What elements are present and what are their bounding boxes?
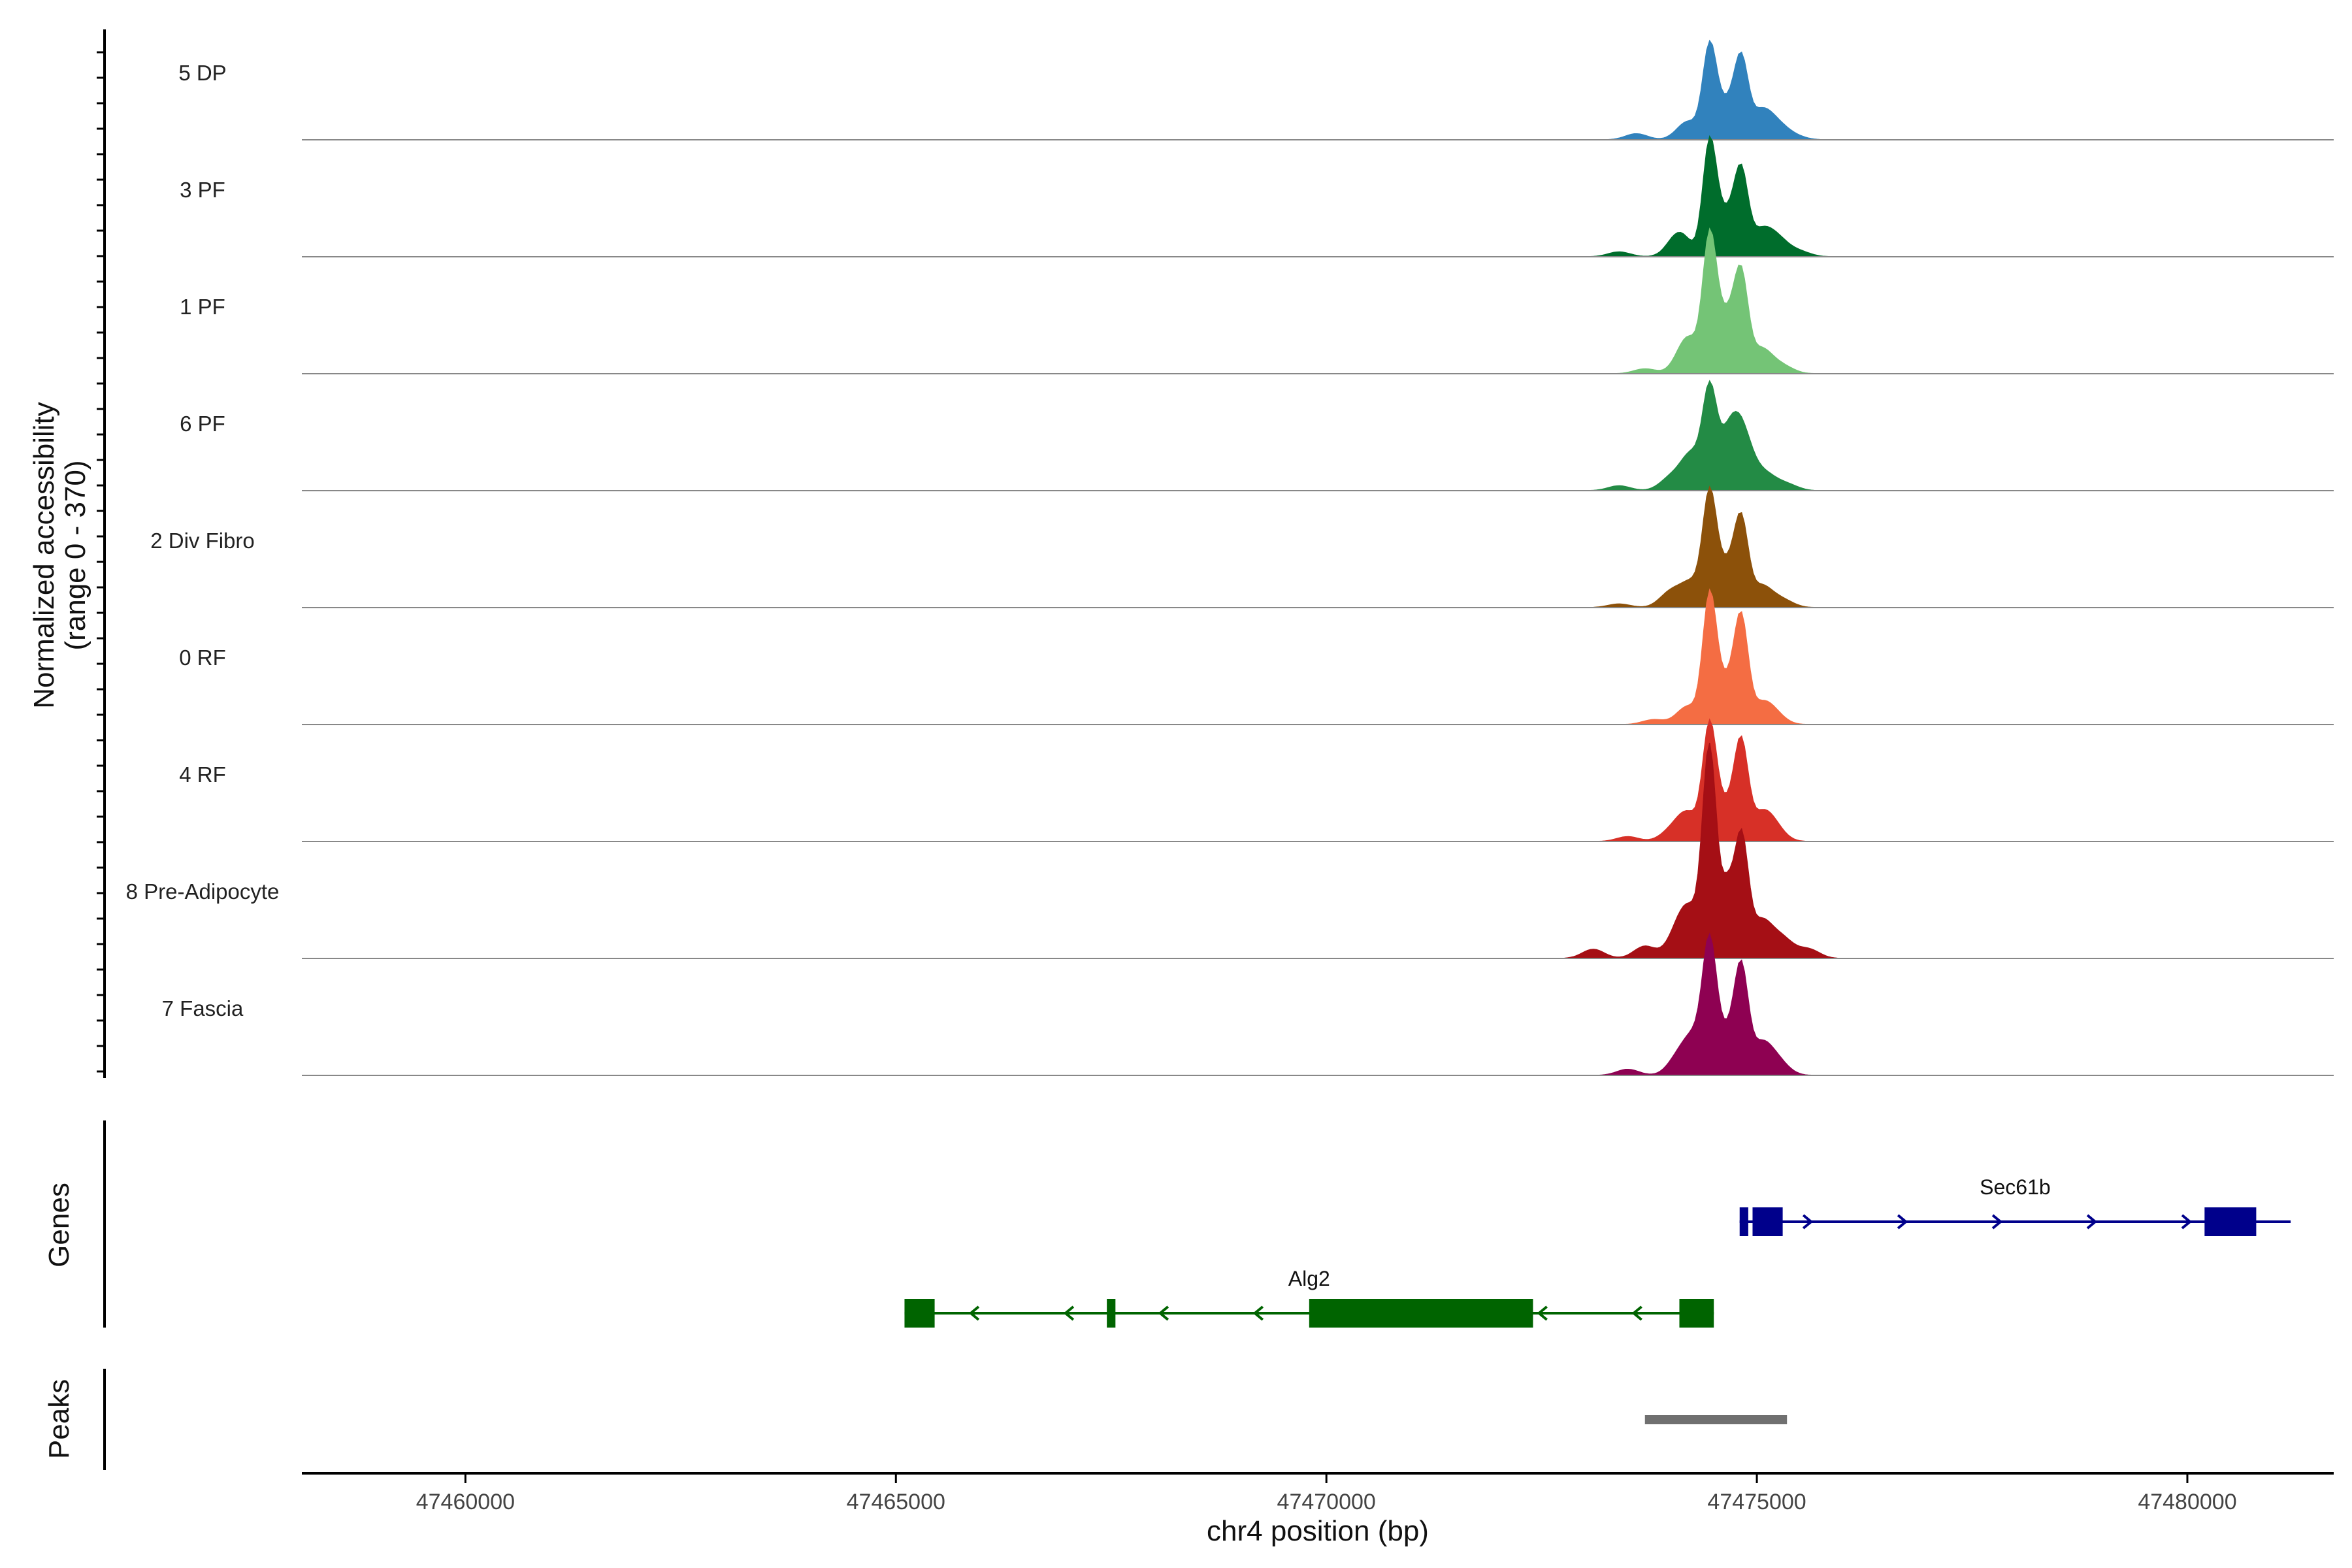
gene-exon — [904, 1299, 935, 1328]
track-1-pf: 1 PF — [180, 227, 2334, 374]
track-6-pf: 6 PF — [180, 380, 2334, 491]
track-4-rf: 4 RF — [179, 718, 2334, 842]
strand-arrow — [1252, 1305, 1264, 1321]
x-tick-label: 47470000 — [1277, 1490, 1376, 1514]
track-label: 6 PF — [180, 412, 225, 436]
x-tick-label: 47480000 — [2138, 1490, 2236, 1514]
strand-arrow — [968, 1305, 980, 1321]
peak-region-bar — [1644, 1415, 1788, 1424]
track-3-pf: 3 PF — [180, 135, 2334, 257]
track-label: 7 Fascia — [162, 996, 244, 1021]
gene-alg2: Alg2 — [904, 1267, 1714, 1328]
gene-sec61b: Sec61b — [1739, 1175, 2291, 1236]
track-label: 3 PF — [180, 178, 225, 202]
track-2-div-fibro: 2 Div Fibro — [150, 485, 2334, 608]
gene-name-label: Alg2 — [1288, 1267, 1330, 1290]
strand-arrow — [1631, 1305, 1642, 1321]
track-8-pre-adipocyte: 8 Pre-Adipocyte — [126, 742, 2334, 959]
gene-exon — [1752, 1207, 1783, 1236]
track-label: 1 PF — [180, 295, 225, 319]
gene-exon — [1739, 1207, 1748, 1236]
peak-regions — [1644, 1415, 1788, 1424]
coverage-tracks: 5 DP 3 PF 1 PF 6 PF 2 Div Fibro 0 RF 4 RF 8 Pre… — [126, 39, 2334, 1076]
strand-arrow — [1897, 1214, 1908, 1230]
y-axis-title: Normalized accessibility — [28, 402, 60, 708]
strand-arrow — [1537, 1305, 1548, 1321]
strand-arrow — [1158, 1305, 1169, 1321]
track-7-fascia: 7 Fascia — [162, 932, 2334, 1076]
gene-exon — [1309, 1299, 1533, 1328]
gene-exon — [2204, 1207, 2257, 1236]
gene-annotations: Sec61b Alg2 — [904, 1175, 2291, 1328]
strand-arrow — [2086, 1214, 2098, 1230]
strand-arrow — [2181, 1214, 2193, 1230]
strand-arrow — [1802, 1214, 1814, 1230]
gene-exon — [1679, 1299, 1714, 1328]
track-label: 2 Div Fibro — [150, 529, 255, 553]
y-axis-title-group: Normalized accessibility (range 0 - 370) — [28, 402, 91, 708]
strand-arrow — [1991, 1214, 2003, 1230]
y-axis-range-label: (range 0 - 370) — [59, 460, 91, 650]
track-label: 0 RF — [179, 645, 226, 670]
peaks-panel-label: Peaks — [43, 1379, 75, 1459]
x-axis-ticks: 47460000 47465000 47470000 47475000 47480000 — [416, 1473, 2237, 1514]
gene-exon — [1107, 1299, 1116, 1328]
x-axis-title: chr4 position (bp) — [1207, 1515, 1429, 1547]
x-tick-label: 47460000 — [416, 1490, 515, 1514]
coverage-y-ticks — [97, 51, 105, 1073]
track-0-rf: 0 RF — [179, 588, 2334, 725]
x-tick-label: 47465000 — [847, 1490, 945, 1514]
track-label: 4 RF — [179, 762, 226, 787]
x-tick-label: 47475000 — [1707, 1490, 1806, 1514]
track-label: 8 Pre-Adipocyte — [126, 879, 280, 904]
track-5-dp: 5 DP — [178, 39, 2334, 140]
strand-arrow — [1063, 1305, 1075, 1321]
gene-name-label: Sec61b — [1980, 1175, 2051, 1199]
track-label: 5 DP — [178, 61, 226, 85]
genes-panel-label: Genes — [43, 1183, 75, 1267]
